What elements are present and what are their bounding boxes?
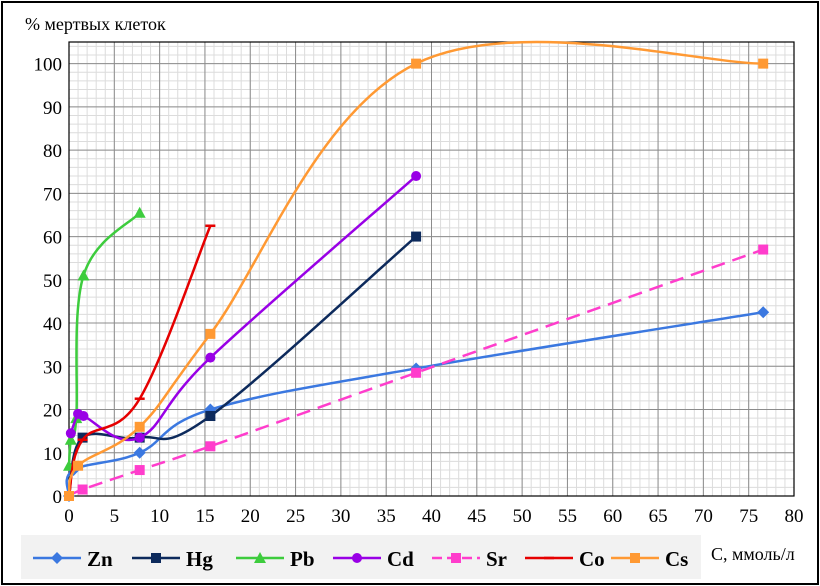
data-point-zn: [757, 306, 770, 319]
y-tick-label: 50: [43, 271, 62, 292]
x-axis-title: С, ммоль/л: [711, 544, 795, 564]
y-tick-label: 30: [43, 357, 62, 378]
x-tick-label: 65: [649, 506, 668, 527]
data-point-sr: [758, 244, 769, 255]
data-point-sr: [205, 441, 216, 452]
series-line-sr: [68, 248, 764, 498]
x-tick-label: 55: [558, 506, 577, 527]
legend-marker-pb: [254, 552, 266, 563]
data-point-pb: [133, 206, 146, 218]
series-line-co: [67, 225, 212, 497]
x-tick-label: 40: [422, 506, 441, 527]
x-tick-label: 70: [694, 506, 713, 527]
data-point-pb: [77, 269, 90, 281]
y-axis-title: % мертвых клеток: [25, 14, 166, 34]
y-tick-label: 80: [43, 141, 62, 162]
legend-item-cd: Cd: [333, 547, 414, 571]
x-tick-label: 30: [331, 506, 350, 527]
legend-marker-cs: [630, 553, 640, 563]
legend-label-cd: Cd: [387, 547, 414, 571]
series-cs: [64, 40, 769, 501]
x-tick-label: 45: [467, 506, 486, 527]
legend-label-hg: Hg: [186, 547, 213, 571]
grid: [68, 42, 795, 497]
data-point-pb: [64, 433, 77, 445]
x-tick-label: 0: [64, 506, 74, 527]
y-tick-label: 0: [53, 487, 63, 508]
series-cd: [65, 171, 422, 443]
data-point-cs: [134, 421, 145, 432]
axes: [68, 41, 795, 497]
data-point-hg: [205, 411, 216, 422]
tick-labels: 0 5 10 15 20 25 30 35 40 45 50 55 60 65 70 75 80 0 10 20 30 4…: [34, 55, 804, 527]
x-tick-label: 75: [739, 506, 758, 527]
legend-label-pb: Pb: [290, 547, 315, 571]
x-tick-label: 5: [110, 506, 120, 527]
data-point-cs: [758, 58, 769, 69]
data-point-cd: [134, 432, 145, 443]
legend-label-co: Co: [579, 547, 605, 571]
legend-marker-zn: [51, 552, 63, 564]
legend-item-cs: Cs: [611, 547, 688, 571]
y-tick-label: 90: [43, 98, 62, 119]
series-line-cs: [67, 40, 764, 497]
y-tick-label: 100: [34, 55, 63, 76]
data-point-zn: [133, 446, 146, 459]
x-tick-label: 50: [513, 506, 532, 527]
y-tick-label: 70: [43, 184, 62, 205]
legend-item-hg: Hg: [132, 547, 213, 571]
data-point-cs: [411, 58, 422, 69]
legend-label-sr: Sr: [486, 547, 507, 571]
x-tick-label: 25: [286, 506, 305, 527]
data-point-cd: [411, 171, 422, 182]
x-tick-label: 15: [195, 506, 214, 527]
data-point-cd: [65, 428, 76, 439]
y-tick-label: 10: [43, 444, 62, 465]
y-tick-label: 40: [43, 314, 62, 335]
data-point-sr: [77, 484, 88, 495]
y-tick-label: 60: [43, 228, 62, 249]
y-tick-label: 20: [43, 401, 62, 422]
legend-item-zn: Zn: [33, 547, 113, 571]
legend-marker-sr: [451, 553, 461, 563]
legend-marker-hg: [151, 553, 161, 563]
data-point-cs: [64, 491, 74, 501]
plot-area-border: [68, 41, 795, 497]
data-point-cd: [78, 411, 89, 422]
x-tick-label: 35: [377, 506, 396, 527]
x-tick-label: 60: [603, 506, 622, 527]
legend: Zn Hg Pb Cd Sr Co Cs: [21, 535, 701, 579]
legend-item-co: Co: [525, 547, 605, 571]
x-tick-label: 80: [785, 506, 804, 527]
series-group: [63, 40, 770, 502]
series-sr: [64, 244, 769, 501]
data-point-sr: [411, 367, 422, 378]
legend-label-zn: Zn: [87, 547, 113, 571]
legend-label-cs: Cs: [665, 547, 688, 571]
data-point-cs: [73, 460, 84, 471]
data-point-cd: [205, 352, 216, 363]
data-point-cs: [205, 328, 216, 339]
data-point-hg: [77, 432, 88, 443]
x-tick-label: 20: [241, 506, 260, 527]
legend-item-pb: Pb: [236, 547, 315, 571]
legend-marker-cd: [352, 553, 362, 563]
line-chart: 0 5 10 15 20 25 30 35 40 45 50 55 60 65 70 75 80 0 10 20 30 4…: [21, 14, 804, 579]
x-tick-label: 10: [150, 506, 169, 527]
data-point-hg: [411, 231, 422, 242]
legend-item-sr: Sr: [432, 547, 507, 571]
data-point-sr: [134, 465, 145, 476]
